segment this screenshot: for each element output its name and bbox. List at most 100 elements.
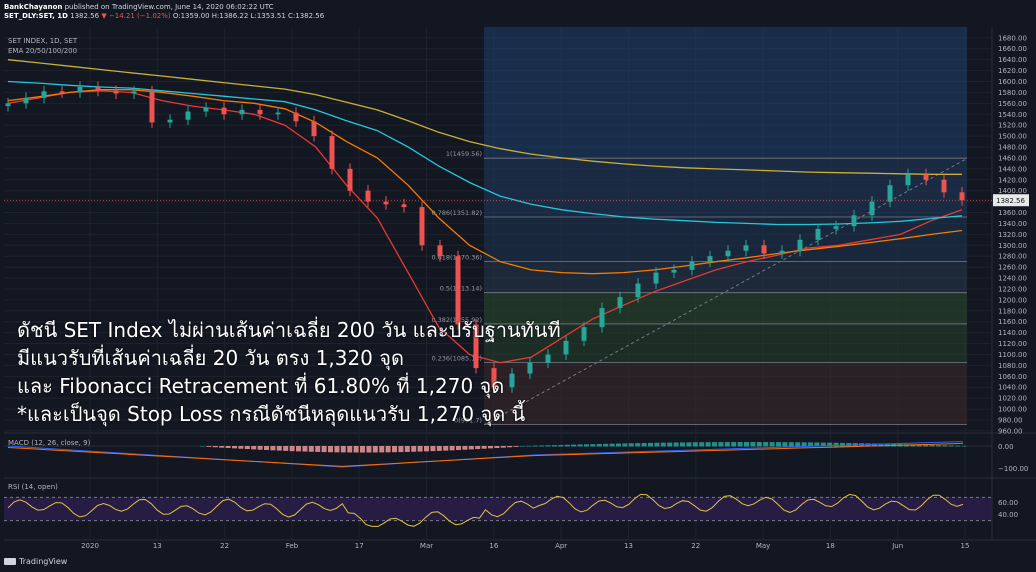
macd-histogram-bar: [942, 445, 948, 447]
macd-histogram-bar: [622, 443, 628, 447]
fib-level-label: 0(971.7): [454, 417, 482, 425]
candle-body: [761, 245, 767, 254]
macd-histogram-bar: [219, 446, 225, 448]
macd-histogram-bar: [545, 445, 551, 447]
last-price-tag: [993, 194, 1029, 207]
fib-level-label: 0.786(1351.82): [431, 209, 482, 217]
date-tick-label: 13: [624, 542, 633, 550]
chart-legend[interactable]: SET INDEX, 1D, SET EMA 20/50/100/200: [8, 36, 77, 56]
price-tick-label: 1360.00: [998, 209, 1027, 217]
candle-body: [833, 226, 839, 229]
price-tick-label: 1560.00: [998, 100, 1027, 108]
macd-histogram-bar: [462, 446, 468, 450]
macd-histogram-bar: [296, 446, 301, 452]
macd-histogram-bar: [923, 444, 929, 447]
price-tick-label: 1140.00: [998, 329, 1027, 337]
macd-histogram-bar: [424, 446, 429, 452]
macd-histogram-bar: [737, 442, 743, 447]
candle-body: [185, 111, 191, 120]
candle-body: [437, 245, 443, 257]
candle-body: [203, 107, 209, 112]
tradingview-logo[interactable]: TradingView: [4, 557, 67, 566]
annotation-line-2: มีแนวรับที่เส้นค่าเฉลี่ย 20 วัน ตรง 1,32…: [17, 346, 404, 370]
macd-histogram-bar: [833, 442, 839, 447]
price-tick-label: 1080.00: [998, 362, 1027, 370]
macd-histogram-bar: [635, 443, 641, 447]
candle-body: [941, 179, 947, 193]
price-tick-label: 1120.00: [998, 340, 1027, 348]
candle-body: [239, 109, 245, 115]
macd-histogram-bar: [641, 442, 647, 447]
chart-header: BankChayanon published on TradingView.co…: [4, 3, 324, 21]
macd-histogram-bar: [603, 443, 609, 447]
macd-histogram-bar: [379, 446, 385, 453]
candle-body: [599, 308, 605, 328]
macd-histogram-bar: [820, 442, 826, 447]
macd-histogram-bar: [916, 444, 922, 447]
price-tick-label: 1520.00: [998, 122, 1027, 130]
candle-body: [5, 103, 11, 107]
fib-zone: [484, 292, 967, 324]
macd-histogram-bar: [200, 446, 205, 447]
macd-histogram-bar: [315, 446, 321, 452]
fib-level-label: 0.236(1085.14): [431, 355, 482, 363]
macd-tick-label: 0.00: [998, 443, 1014, 451]
macd-histogram-bar: [801, 442, 807, 447]
macd-histogram-bar: [596, 443, 602, 447]
macd-histogram-bar: [673, 442, 679, 447]
candle-body: [23, 97, 29, 104]
candle-body: [797, 239, 803, 251]
price-tick-label: 1580.00: [998, 89, 1027, 97]
ema-line: [7, 80, 963, 226]
price-tick-label: 1640.00: [998, 56, 1027, 64]
macd-histogram-bar: [283, 446, 289, 451]
date-tick-label: 16: [489, 542, 498, 550]
candle-body: [149, 91, 155, 123]
date-tick-label: 22: [691, 542, 700, 550]
macd-histogram-bar: [488, 446, 493, 449]
macd-histogram-bar: [910, 444, 916, 447]
rsi-label: RSI (14, open): [8, 483, 58, 491]
rsi-tick-label: 60.00: [998, 499, 1018, 507]
publish-info: published on TradingView.com, June 14, 2…: [62, 3, 274, 11]
macd-histogram-bar: [513, 446, 519, 447]
price-tick-label: 1160.00: [998, 318, 1027, 326]
macd-line: [7, 441, 964, 468]
macd-histogram-bar: [289, 446, 295, 452]
candle-body: [311, 121, 317, 137]
macd-histogram-bar: [475, 446, 481, 450]
candle-body: [167, 119, 173, 123]
price-tick-label: 1500.00: [998, 133, 1027, 141]
last-price-text: 1382.56: [67, 12, 100, 20]
fib-level-label: 1(1459.56): [446, 150, 482, 158]
price-tick-label: 1460.00: [998, 154, 1027, 162]
macd-histogram-bar: [609, 443, 615, 447]
candle-body: [401, 204, 407, 208]
price-tick-label: 1020.00: [998, 395, 1027, 403]
date-tick-label: Apr: [555, 542, 567, 550]
macd-histogram-bar: [584, 444, 589, 447]
candle-body: [923, 174, 929, 180]
macd-signal-line: [7, 442, 964, 467]
price-tick-label: 1480.00: [998, 144, 1027, 152]
candle-body: [581, 327, 587, 341]
macd-histogram-bar: [680, 442, 685, 447]
candle-body: [293, 112, 299, 122]
ema-line: [7, 90, 963, 364]
price-tick-label: 960.00: [998, 427, 1023, 435]
macd-histogram-bar: [552, 445, 557, 447]
macd-histogram-bar: [532, 445, 538, 447]
candle-body: [869, 201, 875, 216]
macd-histogram-bar: [449, 446, 455, 451]
brand-text: TradingView: [19, 557, 68, 566]
macd-histogram-bar: [840, 442, 845, 447]
price-tick-label: 1440.00: [998, 165, 1027, 173]
legend-symbol: SET INDEX, 1D, SET: [8, 37, 78, 45]
price-tick-label: 1000.00: [998, 406, 1027, 414]
candle-body: [491, 368, 497, 388]
candle-body: [419, 207, 425, 246]
macd-histogram-bar: [539, 445, 545, 447]
tradingview-icon: [4, 558, 16, 565]
macd-histogram-bar: [628, 443, 634, 447]
